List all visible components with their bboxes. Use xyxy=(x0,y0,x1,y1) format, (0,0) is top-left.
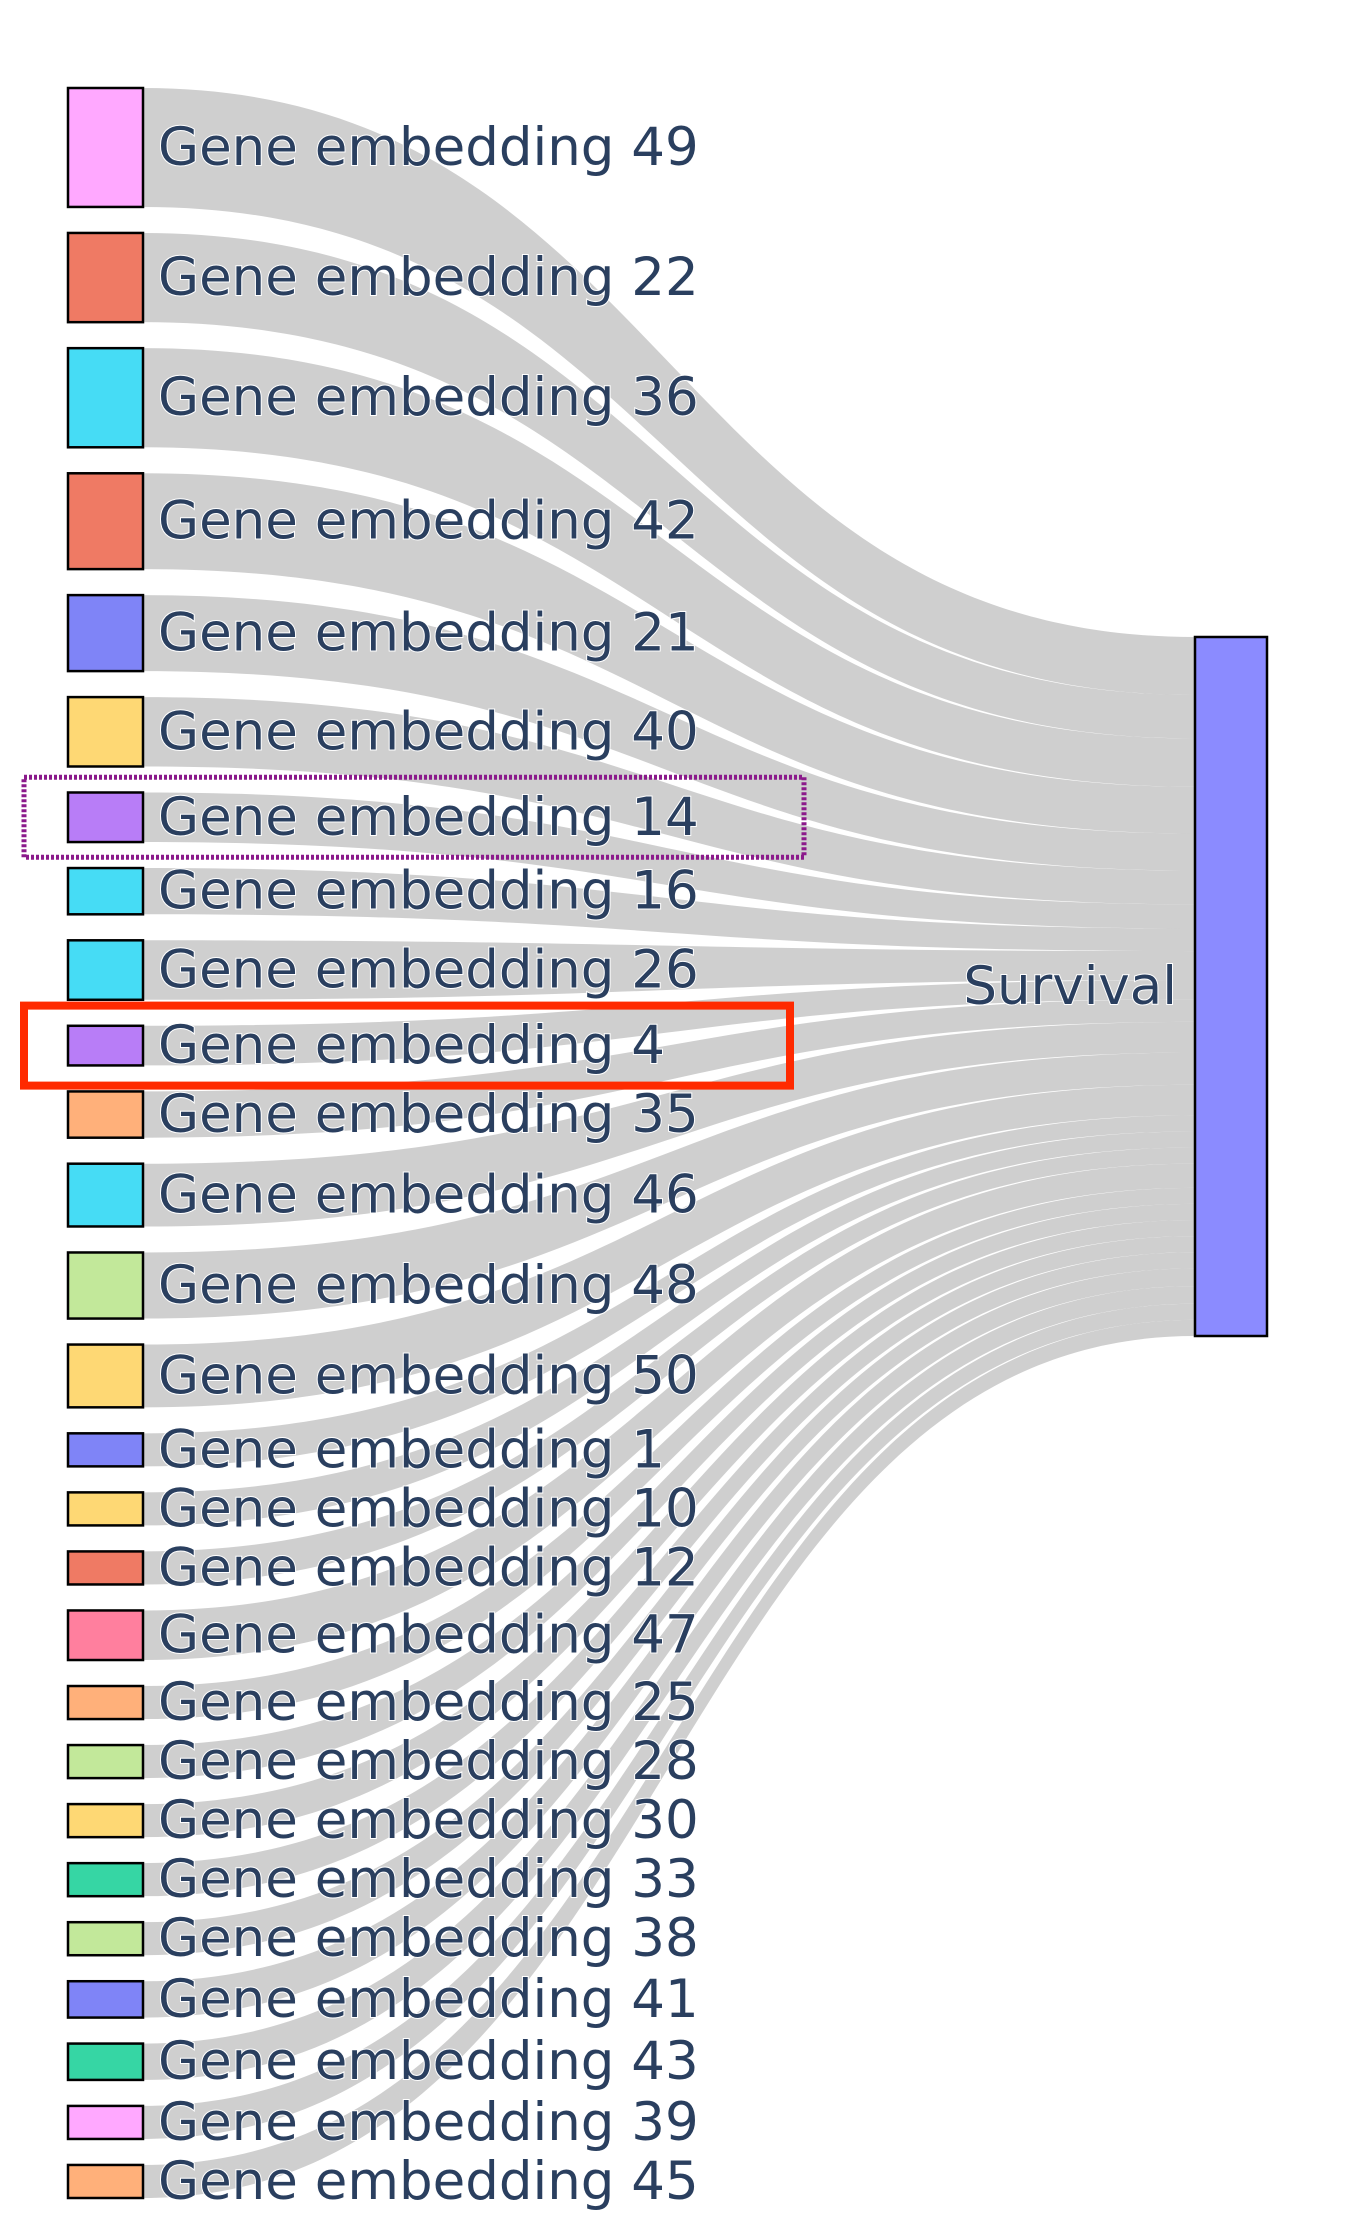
sankey-link xyxy=(143,595,1195,871)
source-node-label: Gene embedding 49 xyxy=(158,117,699,178)
sankey-link xyxy=(143,792,1195,929)
target-node xyxy=(1193,635,1269,1338)
sankey-link xyxy=(143,1147,1195,1585)
source-node-label: Gene embedding 47 xyxy=(158,1605,699,1666)
sankey-links xyxy=(143,88,1195,2198)
source-node-label: Gene embedding 4 xyxy=(158,1015,665,1076)
source-node-label: Gene embedding 41 xyxy=(158,1969,699,2030)
sankey-link xyxy=(143,1052,1195,1319)
sankey-link xyxy=(143,1220,1195,1838)
source-node-label: Gene embedding 21 xyxy=(158,603,699,664)
sankey-link xyxy=(143,980,1195,1066)
sankey-link xyxy=(143,1252,1195,1956)
source-node xyxy=(66,472,145,571)
sankey-link xyxy=(143,1187,1195,1720)
highlight-boxes xyxy=(20,774,807,1090)
highlight-box xyxy=(20,1001,794,1090)
source-node-label: Gene embedding 48 xyxy=(158,1255,699,1316)
source-node xyxy=(66,1024,145,1067)
source-node xyxy=(66,1343,145,1409)
source-node xyxy=(66,593,145,673)
source-node-label: Gene embedding 43 xyxy=(158,2031,699,2092)
source-node xyxy=(66,231,145,324)
sankey-link xyxy=(143,232,1195,739)
source-node-label: Gene embedding 42 xyxy=(158,491,699,552)
source-node-label: Gene embedding 28 xyxy=(158,1731,699,1792)
target-node-group: Survival xyxy=(962,635,1269,1338)
sankey-link xyxy=(143,940,1195,1000)
source-node-label: Gene embedding 12 xyxy=(158,1537,699,1598)
sankey-link xyxy=(143,868,1195,952)
source-node xyxy=(66,1609,145,1662)
sankey-link xyxy=(143,999,1195,1138)
source-node-label: Gene embedding 45 xyxy=(158,2151,699,2212)
sankey-link xyxy=(143,697,1195,905)
source-node-label: Gene embedding 33 xyxy=(158,1849,699,1910)
source-node xyxy=(66,1251,145,1320)
source-node xyxy=(66,1802,145,1839)
sankey-link xyxy=(143,1236,1195,1897)
sankey-link xyxy=(143,1021,1195,1227)
source-node xyxy=(66,866,145,916)
sankey-link xyxy=(143,1286,1195,2080)
sankey-link xyxy=(143,1131,1195,1526)
sankey-link xyxy=(143,1303,1195,2139)
highlight-box xyxy=(21,774,807,860)
sankey-link xyxy=(143,473,1195,834)
source-node-label: Gene embedding 26 xyxy=(158,940,699,1001)
source-node xyxy=(66,1432,145,1468)
source-node-label: Gene embedding 40 xyxy=(158,701,699,762)
sankey-link xyxy=(143,1203,1195,1779)
source-node-label: Gene embedding 36 xyxy=(158,367,699,428)
source-node xyxy=(66,939,145,1002)
sankey-link xyxy=(143,1163,1195,1661)
source-node xyxy=(66,1491,145,1527)
source-node-label: Gene embedding 50 xyxy=(158,1345,699,1406)
sankey-link xyxy=(143,88,1195,695)
source-node xyxy=(66,791,145,844)
target-node-label: Survival xyxy=(963,956,1177,1017)
sankey-link xyxy=(143,1084,1195,1408)
source-node xyxy=(66,1684,145,1721)
source-node xyxy=(66,695,145,768)
source-nodes: Gene embedding 49 Gene embedding 22 Gene e… xyxy=(66,86,700,2213)
sankey-link xyxy=(143,1115,1195,1467)
source-node-label: Gene embedding 30 xyxy=(158,1790,699,1851)
sankey-link xyxy=(143,1268,1195,2018)
source-node xyxy=(66,1743,145,1780)
source-node xyxy=(66,346,145,449)
source-node xyxy=(66,1550,145,1586)
source-node-label: Gene embedding 1 xyxy=(158,1419,665,1480)
source-node-label: Gene embedding 22 xyxy=(158,247,699,308)
source-node xyxy=(66,86,145,209)
source-node xyxy=(66,2104,145,2141)
source-node-label: Gene embedding 35 xyxy=(158,1084,699,1145)
source-node-label: Gene embedding 10 xyxy=(158,1478,699,1539)
sankey-link xyxy=(143,1319,1195,2198)
source-node-label: Gene embedding 46 xyxy=(158,1165,699,1226)
source-node xyxy=(66,1979,145,2019)
source-node-label: Gene embedding 14 xyxy=(158,787,699,848)
source-node xyxy=(66,2042,145,2082)
source-node-label: Gene embedding 39 xyxy=(158,2092,699,2153)
source-node-label: Gene embedding 25 xyxy=(158,1672,699,1733)
source-node xyxy=(66,1920,145,1957)
source-node-label: Gene embedding 16 xyxy=(158,861,699,922)
source-node-label: Gene embedding 38 xyxy=(158,1908,699,1969)
source-node xyxy=(66,1090,145,1139)
source-node xyxy=(66,1861,145,1898)
source-node xyxy=(66,1162,145,1228)
sankey-link xyxy=(143,348,1195,787)
source-node xyxy=(66,2163,145,2200)
